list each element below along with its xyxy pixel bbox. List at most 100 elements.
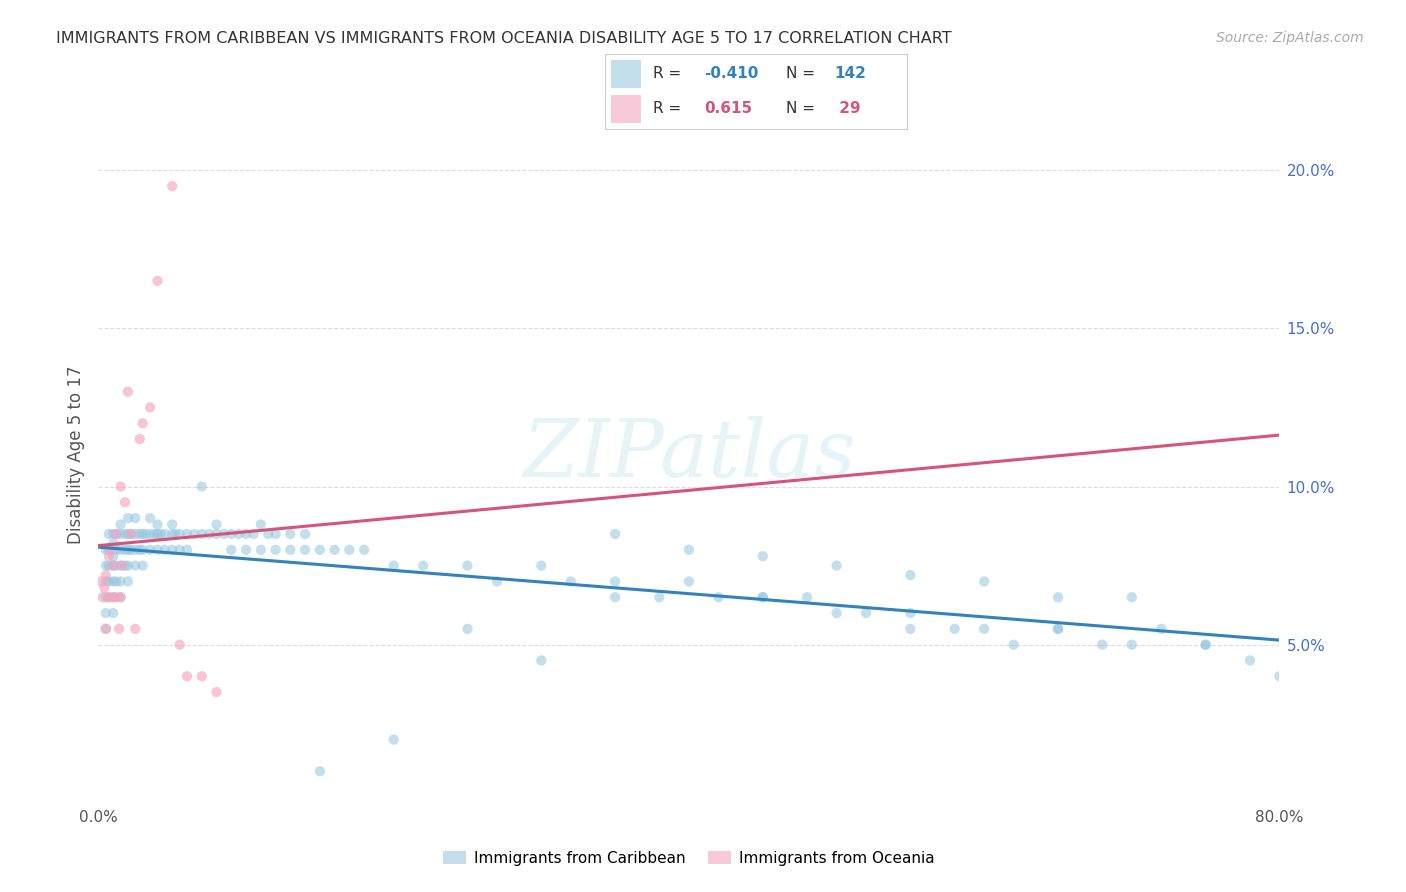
Point	[97, 574, 120, 589]
Point	[162, 527, 183, 541]
Point	[117, 542, 139, 557]
Point	[212, 527, 235, 541]
Point	[560, 574, 582, 589]
Point	[97, 527, 120, 541]
Point	[117, 527, 139, 541]
Point	[124, 542, 146, 557]
Point	[110, 591, 132, 605]
Point	[264, 542, 287, 557]
Text: 142: 142	[834, 67, 866, 81]
Point	[294, 527, 316, 541]
Point	[94, 542, 117, 557]
Point	[94, 568, 117, 582]
Point	[111, 558, 134, 573]
Point	[97, 549, 120, 563]
Point	[108, 622, 131, 636]
Point	[139, 401, 162, 415]
Point	[146, 527, 169, 541]
Point	[1046, 622, 1069, 636]
Point	[1121, 591, 1143, 605]
Point	[103, 558, 125, 573]
Point	[117, 558, 139, 573]
Point	[250, 517, 273, 532]
Point	[219, 542, 242, 557]
Point	[228, 527, 250, 541]
Point	[382, 558, 405, 573]
Point	[530, 558, 553, 573]
Point	[353, 542, 375, 557]
Point	[132, 527, 155, 541]
Point	[323, 542, 346, 557]
Point	[114, 558, 136, 573]
Point	[110, 542, 132, 557]
Point	[973, 574, 995, 589]
Point	[149, 527, 172, 541]
Point	[105, 527, 128, 541]
Text: N =: N =	[786, 102, 820, 116]
Text: 29: 29	[834, 102, 860, 116]
Point	[205, 517, 228, 532]
Point	[97, 542, 120, 557]
Point	[242, 527, 264, 541]
Point	[117, 384, 139, 399]
Text: R =: R =	[652, 67, 686, 81]
Text: R =: R =	[652, 102, 690, 116]
Point	[103, 558, 125, 573]
Point	[110, 527, 132, 541]
Point	[105, 574, 128, 589]
Point	[97, 591, 120, 605]
Point	[128, 542, 150, 557]
Point	[825, 558, 848, 573]
Point	[1002, 638, 1025, 652]
Point	[143, 527, 166, 541]
Point	[162, 179, 183, 194]
Point	[128, 432, 150, 446]
Point	[103, 574, 125, 589]
Point	[103, 591, 125, 605]
Point	[105, 542, 128, 557]
Point	[139, 527, 162, 541]
Point	[648, 591, 671, 605]
Point	[110, 591, 132, 605]
Point	[162, 542, 183, 557]
Point	[103, 549, 125, 563]
Point	[1121, 638, 1143, 652]
Point	[235, 542, 257, 557]
Point	[117, 574, 139, 589]
Point	[205, 527, 228, 541]
Point	[1091, 638, 1114, 652]
Point	[707, 591, 730, 605]
Point	[1195, 638, 1218, 652]
Point	[176, 542, 198, 557]
Point	[751, 549, 773, 563]
Point	[139, 511, 162, 525]
Point	[105, 558, 128, 573]
Point	[855, 606, 877, 620]
Point	[153, 542, 176, 557]
Point	[114, 542, 136, 557]
Point	[294, 542, 316, 557]
Point	[456, 622, 478, 636]
Point	[1239, 653, 1261, 667]
Point	[110, 574, 132, 589]
Text: 0.615: 0.615	[704, 102, 752, 116]
Text: -0.410: -0.410	[704, 67, 759, 81]
Text: Source: ZipAtlas.com: Source: ZipAtlas.com	[1216, 31, 1364, 45]
Point	[120, 527, 142, 541]
Point	[486, 574, 509, 589]
Point	[382, 732, 405, 747]
Text: N =: N =	[786, 67, 820, 81]
Point	[146, 517, 169, 532]
Point	[114, 527, 136, 541]
Point	[678, 542, 700, 557]
Point	[309, 764, 332, 779]
Point	[278, 527, 302, 541]
Point	[412, 558, 434, 573]
Point	[219, 527, 242, 541]
Point	[191, 479, 214, 493]
Point	[235, 527, 257, 541]
Point	[120, 527, 142, 541]
Point	[1046, 622, 1069, 636]
Point	[98, 542, 121, 557]
Point	[605, 527, 627, 541]
